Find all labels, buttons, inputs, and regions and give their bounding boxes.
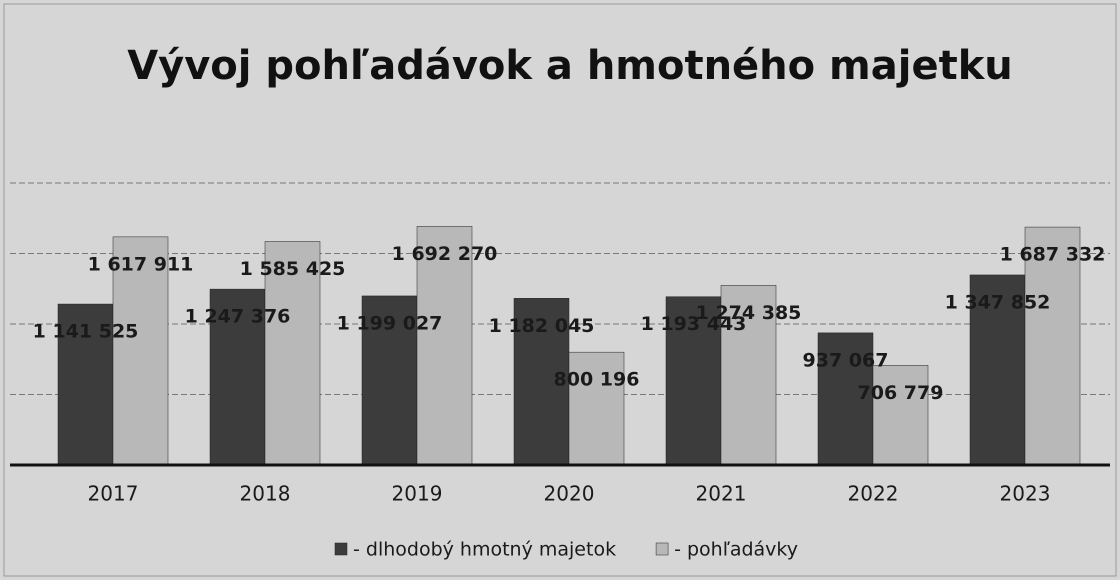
- value-label: 937 067: [803, 349, 889, 371]
- bar: [112, 236, 169, 466]
- bar: [872, 365, 929, 466]
- value-label: 1 182 045: [489, 315, 595, 337]
- chart-title: Vývoj pohľadávok a hmotného majetku: [127, 43, 1013, 89]
- x-tick-label: 2017: [88, 482, 139, 506]
- bar: [568, 351, 625, 466]
- bar: [817, 332, 874, 466]
- legend-swatch: [334, 542, 348, 556]
- x-tick-label: 2023: [1000, 482, 1051, 506]
- x-tick-label: 2022: [848, 482, 899, 506]
- legend-label: - dlhodobý hmotný majetok: [353, 539, 616, 561]
- value-label: 1 617 911: [88, 253, 194, 275]
- value-label: 800 196: [554, 369, 640, 391]
- value-label: 1 692 270: [392, 243, 498, 265]
- x-tick-label: 2020: [544, 482, 595, 506]
- frame: [3, 3, 1117, 577]
- bar: [665, 296, 722, 466]
- legend-label: - pohľadávky: [674, 539, 798, 561]
- bar: [1024, 226, 1081, 466]
- bar: [513, 298, 570, 466]
- legend-swatch: [655, 542, 669, 556]
- x-tick-label: 2021: [696, 482, 747, 506]
- value-label: 1 347 852: [945, 291, 1051, 313]
- x-tick-label: 2019: [392, 482, 443, 506]
- value-label: 1 193 443: [641, 313, 747, 335]
- value-label: 1 274 385: [696, 302, 802, 324]
- value-label: 1 247 376: [185, 306, 291, 328]
- bar: [969, 274, 1026, 466]
- value-label: 706 779: [858, 382, 944, 404]
- value-label: 1 199 027: [337, 312, 443, 334]
- value-label: 1 585 425: [240, 258, 346, 280]
- bar: [720, 285, 777, 466]
- x-tick-label: 2018: [240, 482, 291, 506]
- value-label: 1 687 332: [1000, 244, 1106, 266]
- value-label: 1 141 525: [33, 321, 139, 343]
- bar: [57, 303, 114, 466]
